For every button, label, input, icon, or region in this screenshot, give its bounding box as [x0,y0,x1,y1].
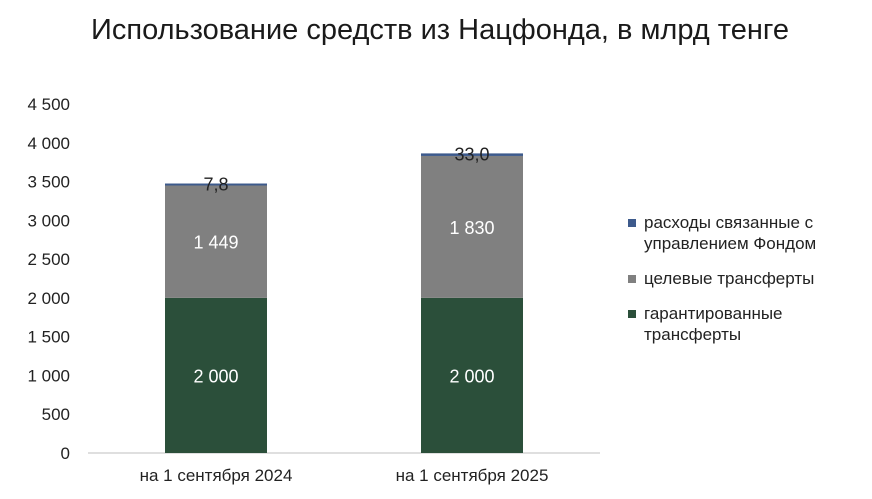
y-tick-label: 1 000 [27,366,70,385]
data-label: 2 000 [449,366,494,386]
chart-title: Использование средств из Нацфонда, в млр… [91,14,789,46]
y-tick-label: 500 [42,405,70,424]
legend-swatch [628,219,636,227]
bar-segment [165,297,267,453]
legend-label: расходы связанные с управлением Фондом [644,213,817,253]
y-tick-label: 0 [61,444,70,463]
legend-swatch [628,275,636,283]
y-tick-label: 2 000 [27,289,70,308]
bar-segment [421,297,523,453]
y-tick-label: 1 500 [27,328,70,347]
bar-segment [421,153,523,156]
legend-label: гарантированные трансферты [644,304,783,344]
bar-segment [165,183,267,186]
bar-segment [421,155,523,298]
data-label: 1 449 [193,233,238,253]
data-label: 7,8 [203,175,228,195]
data-label: 2 000 [193,366,238,386]
legend-item: расходы связанные с управлением Фондом [628,212,868,254]
legend-item: гарантированные трансферты [628,303,868,345]
legend-swatch [628,310,636,318]
y-tick-label: 4 000 [27,134,70,153]
data-label: 1 830 [449,218,494,238]
y-tick-label: 2 500 [27,250,70,269]
legend-label: целевые трансферты [644,269,815,288]
y-tick-label: 3 500 [27,173,70,192]
data-label: 33,0 [454,144,489,164]
legend: расходы связанные с управлением Фондом це… [628,212,868,359]
bar-segment [165,185,267,298]
legend-item: целевые трансферты [628,268,868,289]
x-tick-label: на 1 сентября 2024 [140,466,293,485]
y-tick-label: 3 000 [27,211,70,230]
x-tick-label: на 1 сентября 2025 [396,466,549,485]
y-tick-label: 4 500 [27,95,70,114]
